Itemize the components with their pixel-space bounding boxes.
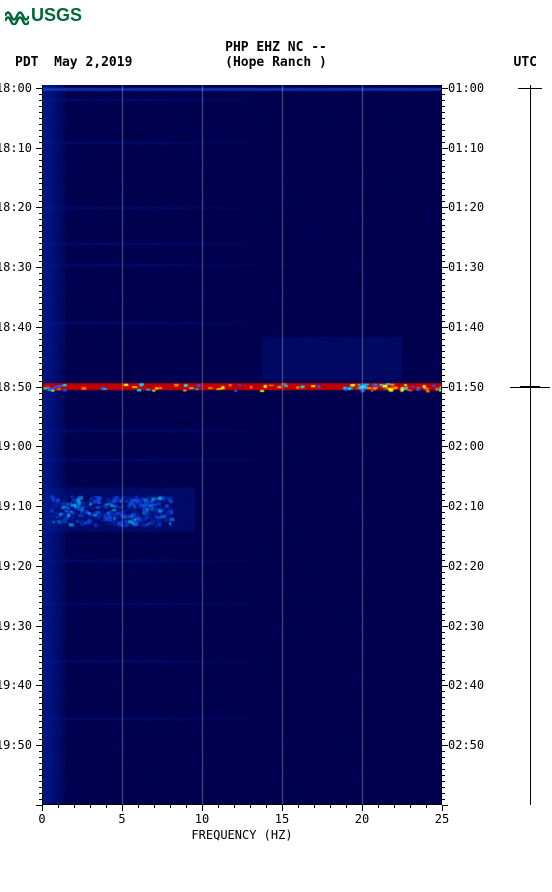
y-label-left: 18:20 [0, 200, 32, 214]
y-label-left: 18:10 [0, 141, 32, 155]
date: May 2,2019 [54, 55, 132, 70]
right-seismic-trace [510, 85, 550, 805]
x-label: 10 [195, 812, 209, 826]
trace-event-main-thick [520, 386, 540, 388]
y-label-left: 18:40 [0, 320, 32, 334]
x-label: 15 [275, 812, 289, 826]
y-label-left: 19:20 [0, 559, 32, 573]
x-label: 5 [118, 812, 125, 826]
x-label: 0 [38, 812, 45, 826]
y-label-left: 19:30 [0, 619, 32, 633]
x-axis-title: FREQUENCY (HZ) [42, 828, 442, 842]
tz-right: UTC [514, 55, 537, 70]
y-label-left: 18:50 [0, 380, 32, 394]
x-ticks [42, 805, 442, 813]
y-label-left: 19:00 [0, 439, 32, 453]
y-labels-right: 01:0001:1001:2001:3001:4001:5002:0002:10… [448, 85, 498, 805]
y-label-left: 18:30 [0, 260, 32, 274]
y-ticks-left [34, 85, 42, 805]
left-tz-date: PDT May 2,2019 [15, 55, 132, 70]
y-label-right: 01:50 [448, 380, 484, 394]
x-label: 25 [435, 812, 449, 826]
usgs-logo: USGS [5, 5, 82, 26]
y-label-right: 01:00 [448, 81, 484, 95]
y-labels-left: 18:0018:1018:2018:3018:4018:5019:0019:10… [0, 85, 34, 805]
spectrogram-canvas [42, 85, 442, 805]
y-label-right: 02:50 [448, 738, 484, 752]
y-label-right: 01:30 [448, 260, 484, 274]
y-label-right: 02:30 [448, 619, 484, 633]
y-label-left: 19:40 [0, 678, 32, 692]
y-label-right: 02:20 [448, 559, 484, 573]
trace-baseline [530, 85, 531, 805]
usgs-text: USGS [31, 5, 82, 26]
trace-event-top [518, 88, 542, 89]
y-label-right: 01:20 [448, 200, 484, 214]
y-label-left: 18:00 [0, 81, 32, 95]
y-label-left: 19:10 [0, 499, 32, 513]
tz-left: PDT [15, 55, 38, 70]
plot-area [42, 85, 442, 805]
usgs-wave-icon [5, 7, 29, 25]
y-label-right: 02:40 [448, 678, 484, 692]
y-label-right: 01:40 [448, 320, 484, 334]
station-code: PHP EHZ NC -- [0, 40, 552, 55]
y-label-right: 01:10 [448, 141, 484, 155]
x-label: 20 [355, 812, 369, 826]
y-label-left: 19:50 [0, 738, 32, 752]
y-label-right: 02:00 [448, 439, 484, 453]
y-label-right: 02:10 [448, 499, 484, 513]
